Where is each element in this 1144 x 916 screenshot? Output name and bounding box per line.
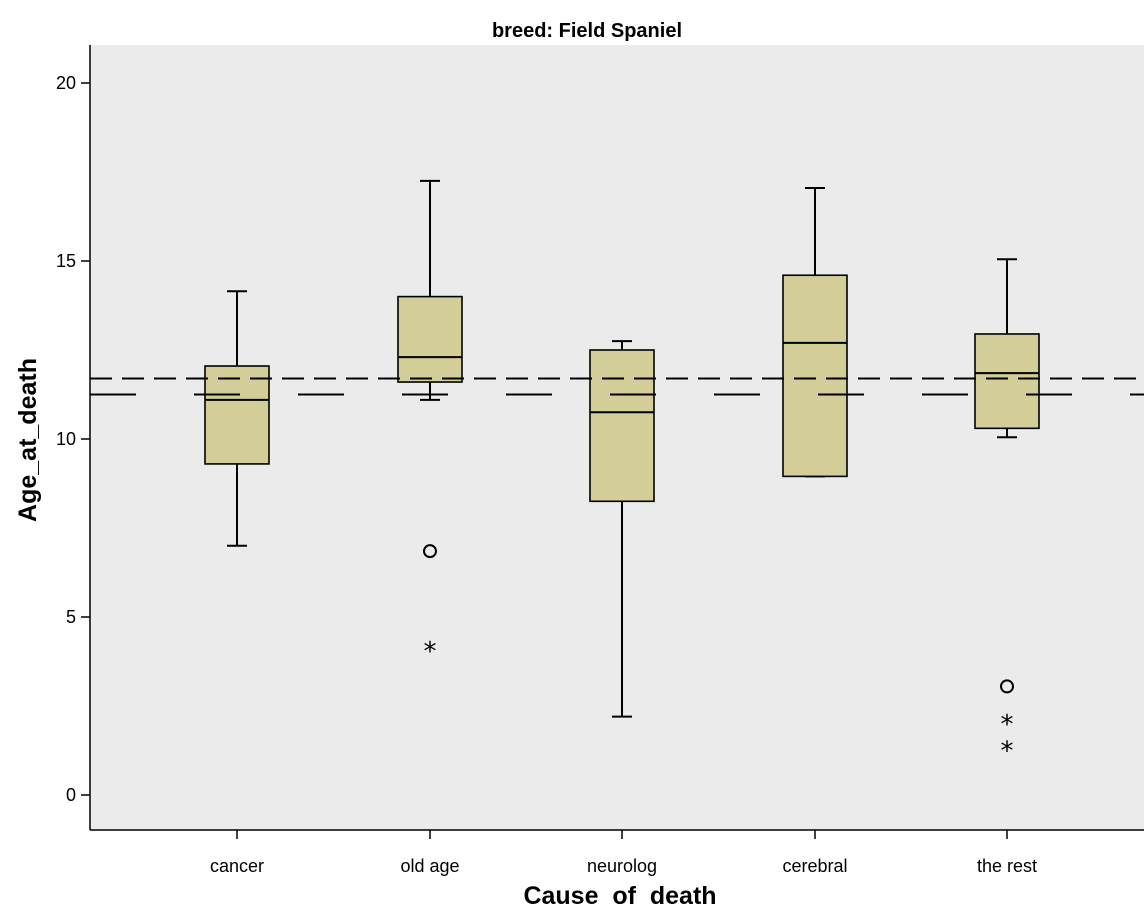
x-tick-label: cancer <box>210 856 264 876</box>
box-cerebral <box>782 187 848 478</box>
iqr-box <box>589 349 655 503</box>
y-tick-label: 15 <box>56 251 76 271</box>
box-the-rest: ** <box>974 258 1040 767</box>
x-tick-label: cerebral <box>782 856 847 876</box>
outlier-point <box>423 544 437 559</box>
y-axis-title: Age_at_death <box>14 358 42 522</box>
box-old-age: * <box>397 179 463 667</box>
x-tick-label: old age <box>400 856 459 876</box>
iqr-box <box>782 274 848 478</box>
box-cancer <box>204 290 270 547</box>
y-tick-label: 5 <box>66 607 76 627</box>
outlier-point <box>1000 679 1014 694</box>
extreme-point: * <box>1001 710 1014 740</box>
iqr-box <box>204 365 270 465</box>
chart-title: breed: Field Spaniel <box>492 20 682 42</box>
extreme-point: * <box>1001 737 1014 767</box>
iqr-box <box>974 333 1040 430</box>
y-tick-label: 0 <box>66 785 76 805</box>
y-tick-label: 20 <box>56 73 76 93</box>
box-neurolog <box>589 340 655 718</box>
x-tick-label: neurolog <box>587 856 657 876</box>
extreme-point: * <box>424 637 437 667</box>
x-tick-label: the rest <box>977 856 1037 876</box>
x-axis-title: Cause of death <box>523 882 716 910</box>
iqr-box <box>397 295 463 383</box>
y-tick-label: 10 <box>56 429 76 449</box>
